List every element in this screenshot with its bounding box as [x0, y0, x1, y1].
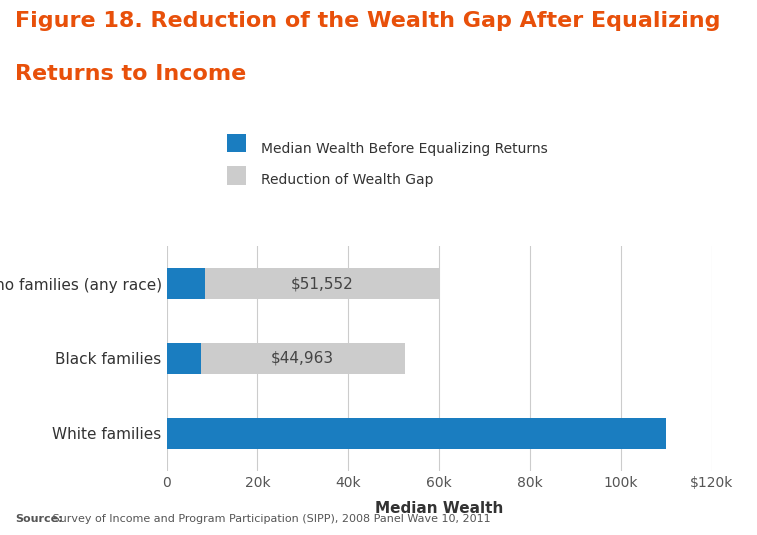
Text: Returns to Income: Returns to Income: [15, 64, 246, 84]
Bar: [167, 268, 205, 299]
Text: Reduction of Wealth Gap: Reduction of Wealth Gap: [261, 173, 434, 187]
X-axis label: Median Wealth: Median Wealth: [375, 501, 503, 516]
Bar: [201, 343, 405, 374]
Bar: [167, 418, 666, 449]
Text: Survey of Income and Program Participation (SIPP), 2008 Panel Wave 10, 2011: Survey of Income and Program Participati…: [49, 514, 491, 524]
Bar: [205, 268, 439, 299]
Text: $44,963: $44,963: [271, 351, 335, 366]
Text: Median Wealth Before Equalizing Returns: Median Wealth Before Equalizing Returns: [261, 142, 548, 156]
Text: Source:: Source:: [15, 514, 63, 524]
Text: Figure 18. Reduction of the Wealth Gap After Equalizing: Figure 18. Reduction of the Wealth Gap A…: [15, 11, 721, 30]
Bar: [167, 343, 201, 374]
Text: $51,552: $51,552: [291, 276, 354, 291]
